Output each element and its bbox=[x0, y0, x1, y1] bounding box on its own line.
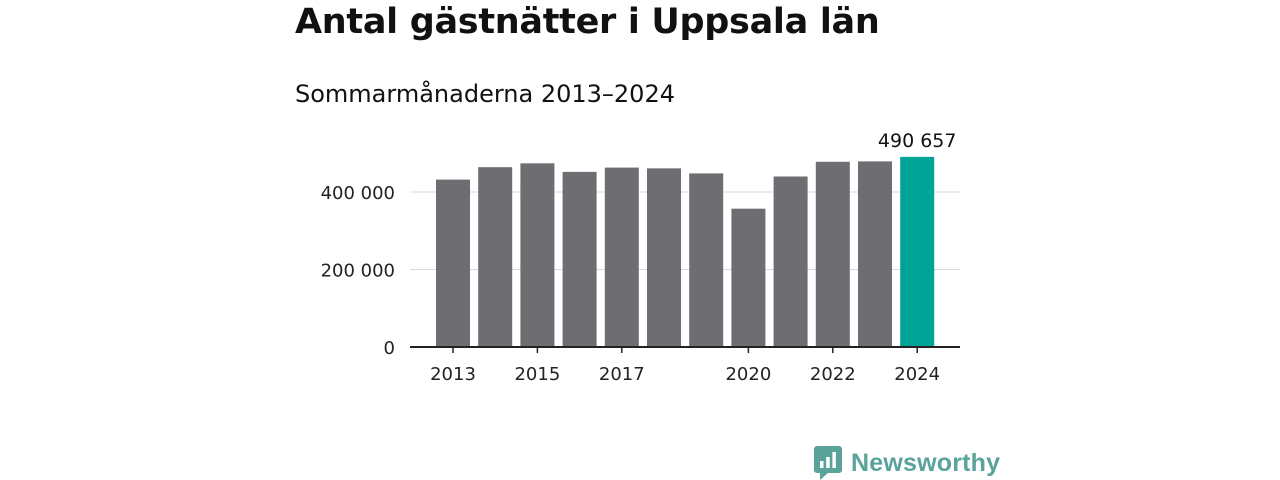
chart-title: Antal gästnätter i Uppsala län bbox=[295, 2, 880, 42]
bar-2019 bbox=[689, 173, 724, 347]
bar-2022 bbox=[815, 161, 850, 347]
bar-2024 bbox=[900, 156, 935, 347]
bar-2018 bbox=[647, 168, 681, 347]
x-tick-label: 2017 bbox=[599, 364, 645, 385]
x-tick-label: 2020 bbox=[725, 364, 771, 385]
x-tick-label: 2024 bbox=[894, 364, 940, 385]
data-label-2024: 490 657 bbox=[878, 130, 957, 152]
x-axis bbox=[410, 346, 960, 353]
bar-2014 bbox=[478, 167, 513, 347]
bar-2020 bbox=[731, 208, 766, 347]
y-tick-label: 200 000 bbox=[321, 261, 395, 282]
brand-name: Newsworthy bbox=[851, 448, 1001, 477]
bar-2013 bbox=[436, 179, 470, 347]
y-tick-label: 0 bbox=[384, 338, 395, 359]
y-tick-label: 400 000 bbox=[321, 183, 395, 204]
bar-2016 bbox=[562, 171, 597, 347]
data-labels: 490 657 bbox=[878, 130, 957, 152]
x-tick-label: 2015 bbox=[514, 364, 560, 385]
x-tick-label: 2022 bbox=[810, 364, 856, 385]
newsworthy-chart-bubble-icon bbox=[814, 446, 842, 480]
x-tick-labels: 2013 2015 2017 2020 2022 2024 bbox=[430, 364, 940, 385]
y-tick-labels: 0 200 000 400 000 bbox=[321, 183, 395, 359]
newsworthy-logo: Newsworthy bbox=[814, 446, 1000, 480]
bar-2017 bbox=[604, 167, 639, 347]
x-tick-label: 2013 bbox=[430, 364, 476, 385]
bar-2021 bbox=[773, 176, 808, 347]
bar-2023 bbox=[858, 161, 892, 347]
chart-subtitle: Sommarmånaderna 2013–2024 bbox=[295, 80, 675, 108]
bars bbox=[436, 156, 935, 347]
bar-2015 bbox=[520, 163, 555, 347]
